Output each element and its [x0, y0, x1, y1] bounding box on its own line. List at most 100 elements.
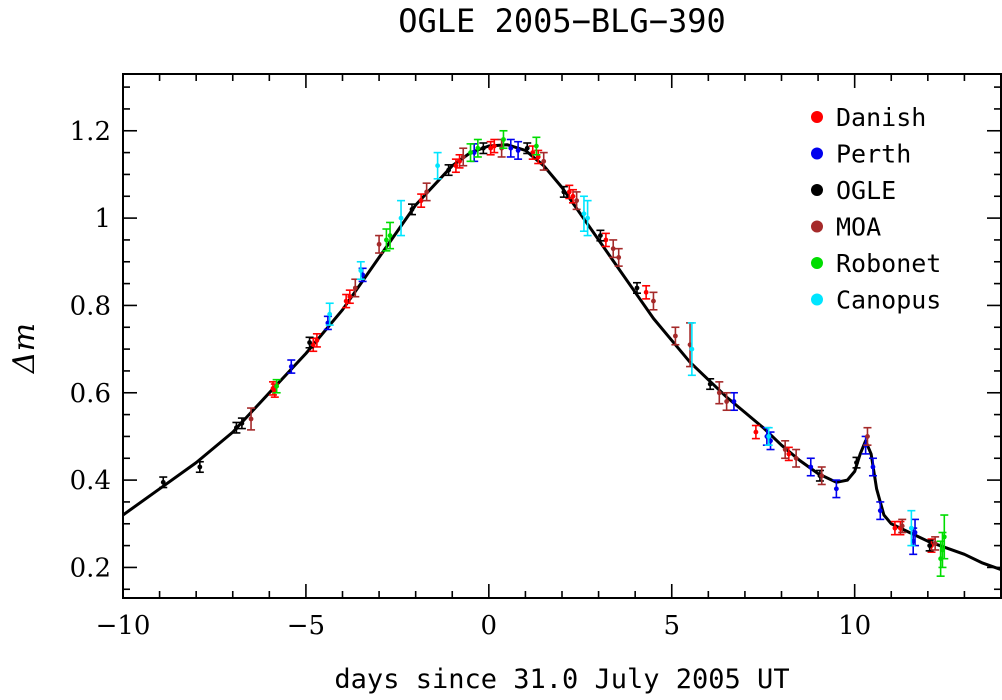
data-marker [515, 148, 521, 153]
data-point [559, 185, 568, 198]
data-point [514, 140, 523, 160]
x-tick-label: 5 [663, 611, 680, 641]
data-point [159, 476, 168, 489]
legend-label-danish: Danish [836, 103, 926, 132]
data-marker [307, 340, 312, 345]
data-point [356, 260, 365, 281]
data-marker [716, 390, 722, 396]
data-point [195, 460, 204, 474]
data-point [583, 199, 592, 237]
data-marker [160, 479, 166, 485]
data-marker [927, 543, 933, 548]
data-point [687, 322, 696, 377]
x-tick-label: −10 [96, 611, 151, 641]
data-marker [288, 364, 294, 369]
legend-label-robonet: Robonet [836, 249, 941, 278]
data-point [382, 228, 391, 252]
data-point [940, 514, 949, 560]
data-marker [941, 534, 947, 540]
data-marker [409, 206, 415, 212]
data-marker [541, 158, 547, 164]
data-point [596, 229, 605, 242]
data-marker [782, 447, 788, 452]
data-marker [673, 333, 678, 339]
y-tick-label: 0.8 [70, 291, 111, 321]
data-point [907, 509, 916, 547]
data-marker [418, 198, 424, 204]
data-point [781, 439, 790, 460]
plot-area: −10 −5 0 5 10 0.2 0.4 0.6 0.8 1 1.2 [70, 73, 1002, 641]
data-point [417, 193, 426, 208]
y-tick-label: 0.6 [70, 379, 111, 409]
data-point [433, 151, 442, 180]
data-marker [435, 163, 441, 169]
y-axis-label: Δm [7, 323, 42, 374]
data-marker [689, 346, 695, 352]
data-marker [491, 143, 497, 149]
series-robonet [272, 129, 949, 577]
data-point [539, 151, 548, 171]
y-tick-label: 0.2 [70, 553, 111, 583]
data-point [715, 381, 724, 405]
data-marker [908, 525, 914, 531]
data-marker [570, 193, 576, 199]
legend-marker-canopus [811, 293, 823, 306]
data-point [868, 457, 877, 477]
data-point [534, 149, 543, 165]
data-marker [460, 154, 466, 160]
data-point [523, 142, 532, 155]
data-point [375, 234, 384, 254]
x-axis-label: days since 31.0 July 2005 UT [334, 664, 789, 695]
data-marker [343, 298, 349, 304]
data-marker [766, 434, 772, 439]
legend-label-moa: MOA [836, 213, 881, 242]
data-point [386, 221, 395, 250]
model-curve [123, 143, 1001, 572]
data-marker [387, 233, 393, 238]
data-marker [598, 233, 603, 238]
data-marker [468, 150, 473, 156]
data-marker [501, 137, 506, 142]
data-point [325, 302, 334, 326]
legend-marker-ogle [811, 184, 823, 196]
data-marker [475, 145, 481, 151]
data-point [470, 143, 479, 163]
data-marker [877, 508, 883, 514]
data-point [671, 326, 680, 346]
data-point [792, 448, 801, 468]
data-point [806, 457, 815, 477]
data-marker [899, 523, 905, 529]
series-canopus [325, 151, 916, 547]
legend-label-ogle: OGLE [836, 176, 896, 205]
data-marker [566, 189, 572, 195]
data-point [764, 426, 773, 446]
data-marker [398, 215, 404, 221]
data-marker [457, 158, 462, 164]
data-point [479, 142, 488, 155]
y-tick-label: 1 [94, 204, 111, 234]
data-marker [384, 237, 389, 243]
data-point [876, 501, 885, 521]
x-tick-label: 0 [481, 611, 498, 641]
legend-label-perth: Perth [836, 140, 911, 169]
data-marker [327, 311, 333, 317]
data-marker [533, 143, 539, 149]
y-tick-label: 1.2 [70, 117, 111, 147]
legend-marker-robonet [811, 257, 823, 269]
data-point [579, 195, 588, 232]
data-marker [376, 241, 382, 247]
x-tick-label: −5 [287, 611, 325, 641]
data-marker [358, 268, 364, 273]
data-marker [833, 486, 839, 492]
data-marker [603, 237, 609, 243]
data-point [342, 293, 351, 309]
data-point [925, 539, 934, 552]
data-point [722, 391, 731, 412]
data-point [232, 421, 241, 434]
data-point [706, 377, 715, 391]
data-point [459, 147, 468, 167]
data-point [729, 391, 738, 412]
data-marker [530, 150, 536, 156]
series-ogle [159, 142, 934, 552]
data-marker [446, 167, 451, 173]
